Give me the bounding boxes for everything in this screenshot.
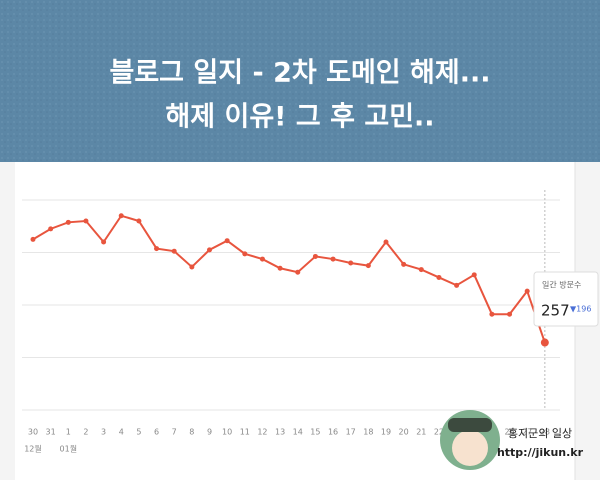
point [83,218,89,224]
point [383,239,389,245]
point [154,246,160,252]
point [277,265,283,271]
point [507,311,513,317]
point [65,219,71,225]
tooltip-change: ▼196 [570,305,591,314]
point [436,274,442,280]
point [259,256,265,262]
x-tick-label: 22 [434,428,444,437]
point [207,247,212,253]
x-tick-label: 17 [346,428,356,437]
x-tick-label: 10 [222,428,232,437]
point [224,238,230,244]
x-tick-label: 11 [240,428,250,437]
avatar-hat [448,418,492,432]
x-tick-label: 1 [66,428,71,437]
point [242,251,248,257]
point [48,226,54,232]
point [30,236,36,242]
x-tick-label: 9 [207,428,212,437]
point [365,263,371,269]
x-tick-label: 6 [154,428,159,437]
point [524,288,530,294]
x-month-label: 01월 [60,444,78,454]
x-tick-label: 28 [540,428,550,437]
tooltip-value: 257 [541,302,570,320]
x-tick-label: 27 [522,428,532,437]
title-line: 블로그 일지 - 2차 도메인 해제... [109,58,490,89]
point [401,261,407,267]
x-tick-label: 7 [172,428,177,437]
x-tick-label: 26 [504,428,514,437]
x-tick-label: 8 [189,428,194,437]
point [136,218,142,224]
point [171,248,177,254]
point [118,213,124,219]
series-line [32,214,546,343]
watermark-url: http://jikun.kr [497,446,584,459]
x-tick-label: 31 [46,428,56,437]
x-tick-label: 14 [293,428,303,437]
point [101,239,107,245]
x-tick-label: 12 [257,428,267,437]
x-tick-label: 18 [363,428,373,437]
x-month-label: 12월 [24,444,42,454]
tooltip-box [533,271,599,327]
point [489,311,495,317]
point [540,338,549,347]
point [312,253,318,259]
point [418,267,424,273]
x-tick-label: 4 [119,428,124,437]
avatar-face [452,430,488,466]
point [454,282,460,288]
tooltip: 일간 방문수 257 ▼196 [533,271,599,327]
x-tick-label: 3 [101,428,106,437]
point [295,269,301,275]
x-tick-label: 30 [28,428,38,437]
x-tick-label: 19 [381,428,391,437]
x-tick-label: 20 [399,428,409,437]
banner [0,0,600,162]
x-tick-label: 5 [136,428,141,437]
tooltip-title: 일간 방문수 [542,280,581,290]
title-line: 해제 이유! 그 후 고민.. [165,102,434,133]
x-tick-label: 13 [275,428,285,437]
x-tick-label: 15 [310,428,320,437]
point [189,264,195,270]
watermark-name: 홍지군의 일상 [508,426,572,440]
x-tick-label: 21 [416,428,426,437]
point [348,260,354,266]
x-tick-label: 16 [328,428,338,437]
point [330,256,336,262]
x-tick-label: 2 [83,428,88,437]
point [471,272,477,278]
